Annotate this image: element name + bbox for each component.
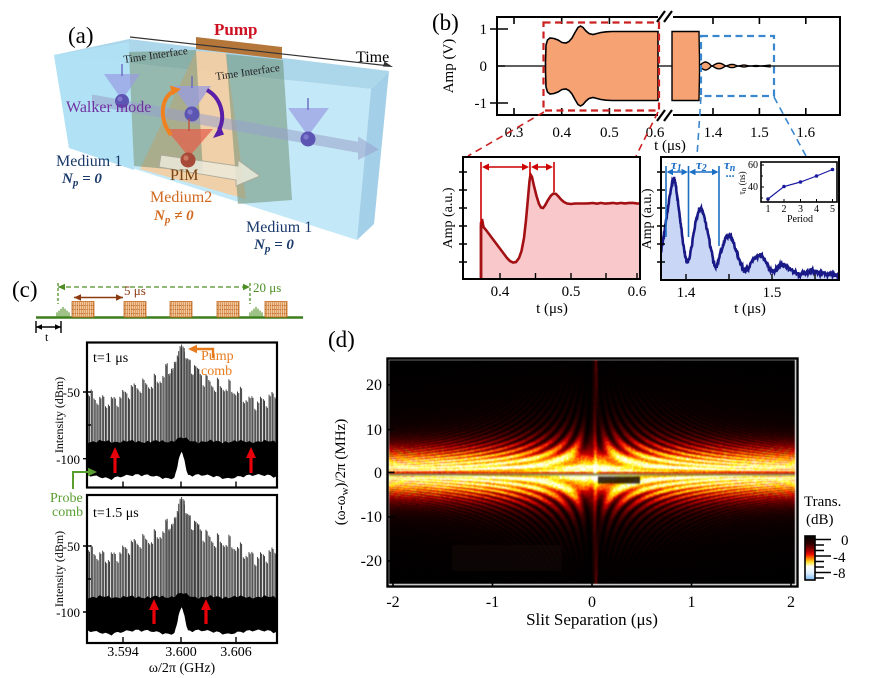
svg-text:40: 40 [748, 182, 758, 193]
svg-text:τ2: τ2 [696, 157, 707, 174]
svg-text:-1: -1 [475, 96, 488, 112]
svg-text:Amp (V): Amp (V) [441, 39, 457, 94]
svg-text:0: 0 [841, 533, 849, 549]
svg-text:4: 4 [814, 204, 819, 215]
svg-text:(c): (c) [12, 277, 38, 302]
svg-text:ω/2π (GHz): ω/2π (GHz) [149, 661, 216, 676]
svg-text:(d): (d) [328, 327, 355, 352]
svg-text:20 μs: 20 μs [253, 280, 281, 295]
svg-text:Intensity (dBm): Intensity (dBm) [52, 531, 66, 607]
svg-text:Period: Period [787, 214, 813, 225]
svg-text:t (μs): t (μs) [654, 138, 686, 154]
svg-text:0: 0 [374, 465, 382, 482]
svg-text:-100: -100 [56, 605, 80, 620]
svg-text:Trans.: Trans. [804, 494, 841, 510]
svg-text:(ω-ωw)/2π (MHz): (ω-ωw)/2π (MHz) [333, 419, 351, 526]
svg-text:t=1.5 μs: t=1.5 μs [93, 506, 139, 521]
svg-text:t (μs): t (μs) [734, 301, 766, 317]
svg-text:3: 3 [798, 204, 803, 215]
svg-text:...: ... [726, 166, 735, 180]
svg-text:1: 1 [766, 204, 771, 215]
svg-text:0.4: 0.4 [552, 125, 571, 141]
svg-text:0.6: 0.6 [646, 125, 665, 141]
svg-text:Amp (a.u.): Amp (a.u.) [441, 187, 456, 248]
svg-text:Medium 1: Medium 1 [56, 153, 122, 170]
svg-text:-50: -50 [63, 385, 80, 400]
svg-text:Walker mode: Walker mode [66, 99, 151, 116]
svg-text:Medium2: Medium2 [150, 189, 212, 206]
svg-text:3.594: 3.594 [107, 645, 139, 660]
svg-text:Medium 1: Medium 1 [246, 219, 312, 236]
svg-text:1.5: 1.5 [750, 125, 769, 141]
svg-text:(a): (a) [68, 23, 94, 48]
svg-text:3.600: 3.600 [165, 645, 197, 660]
svg-text:-4: -4 [833, 550, 846, 566]
svg-text:3.606: 3.606 [220, 645, 252, 660]
svg-text:Np ≠ 0: Np ≠ 0 [153, 208, 194, 226]
svg-text:0.5: 0.5 [600, 125, 619, 141]
svg-text:10: 10 [366, 422, 382, 439]
svg-text:2: 2 [782, 204, 787, 215]
svg-text:Time: Time [356, 49, 389, 66]
svg-text:1.4: 1.4 [704, 125, 723, 141]
svg-text:-8: -8 [833, 566, 846, 582]
svg-text:τn: τn [724, 157, 736, 174]
svg-text:1.4: 1.4 [677, 285, 696, 301]
svg-text:τ1: τ1 [671, 157, 682, 174]
svg-text:-2: -2 [386, 594, 399, 611]
svg-text:Pump: Pump [201, 349, 234, 364]
svg-text:(b): (b) [432, 10, 459, 35]
svg-text:60: 60 [748, 160, 758, 171]
svg-text:5: 5 [830, 204, 835, 215]
svg-text:t: t [45, 330, 49, 344]
svg-text:0: 0 [480, 59, 488, 75]
svg-text:0.5: 0.5 [562, 284, 581, 300]
svg-text:2: 2 [787, 594, 795, 611]
svg-text:Probe: Probe [50, 491, 83, 506]
svg-text:Intensity (dBm): Intensity (dBm) [52, 377, 66, 453]
svg-text:Np = 0: Np = 0 [253, 237, 294, 255]
svg-text:-50: -50 [63, 539, 80, 554]
svg-text:(dB): (dB) [806, 512, 834, 528]
svg-text:t=1 μs: t=1 μs [93, 351, 128, 366]
svg-text:-100: -100 [56, 452, 80, 467]
svg-text:PIM: PIM [170, 167, 198, 184]
svg-text:1: 1 [480, 22, 488, 38]
svg-text:Amp (a.u.): Amp (a.u.) [640, 188, 655, 249]
svg-text:5 μs: 5 μs [124, 283, 146, 298]
svg-text:t (μs): t (μs) [536, 301, 568, 317]
svg-text:0.6: 0.6 [628, 284, 647, 300]
svg-text:20: 20 [366, 377, 382, 394]
svg-text:0.3: 0.3 [505, 125, 524, 141]
svg-text:-1: -1 [486, 594, 499, 611]
svg-text:τn (ns): τn (ns) [737, 171, 748, 194]
svg-text:0: 0 [588, 594, 596, 611]
svg-text:Np = 0: Np = 0 [61, 171, 102, 189]
svg-text:1.5: 1.5 [763, 285, 782, 301]
svg-text:Pump: Pump [214, 20, 257, 39]
svg-text:-20: -20 [361, 553, 382, 570]
svg-text:-10: -10 [361, 509, 382, 526]
svg-text:1: 1 [688, 594, 696, 611]
svg-text:comb: comb [52, 505, 83, 520]
svg-text:Slit Separation (μs): Slit Separation (μs) [526, 610, 658, 629]
svg-text:0.4: 0.4 [491, 284, 510, 300]
svg-text:1.6: 1.6 [796, 125, 815, 141]
svg-text:comb: comb [201, 364, 232, 379]
